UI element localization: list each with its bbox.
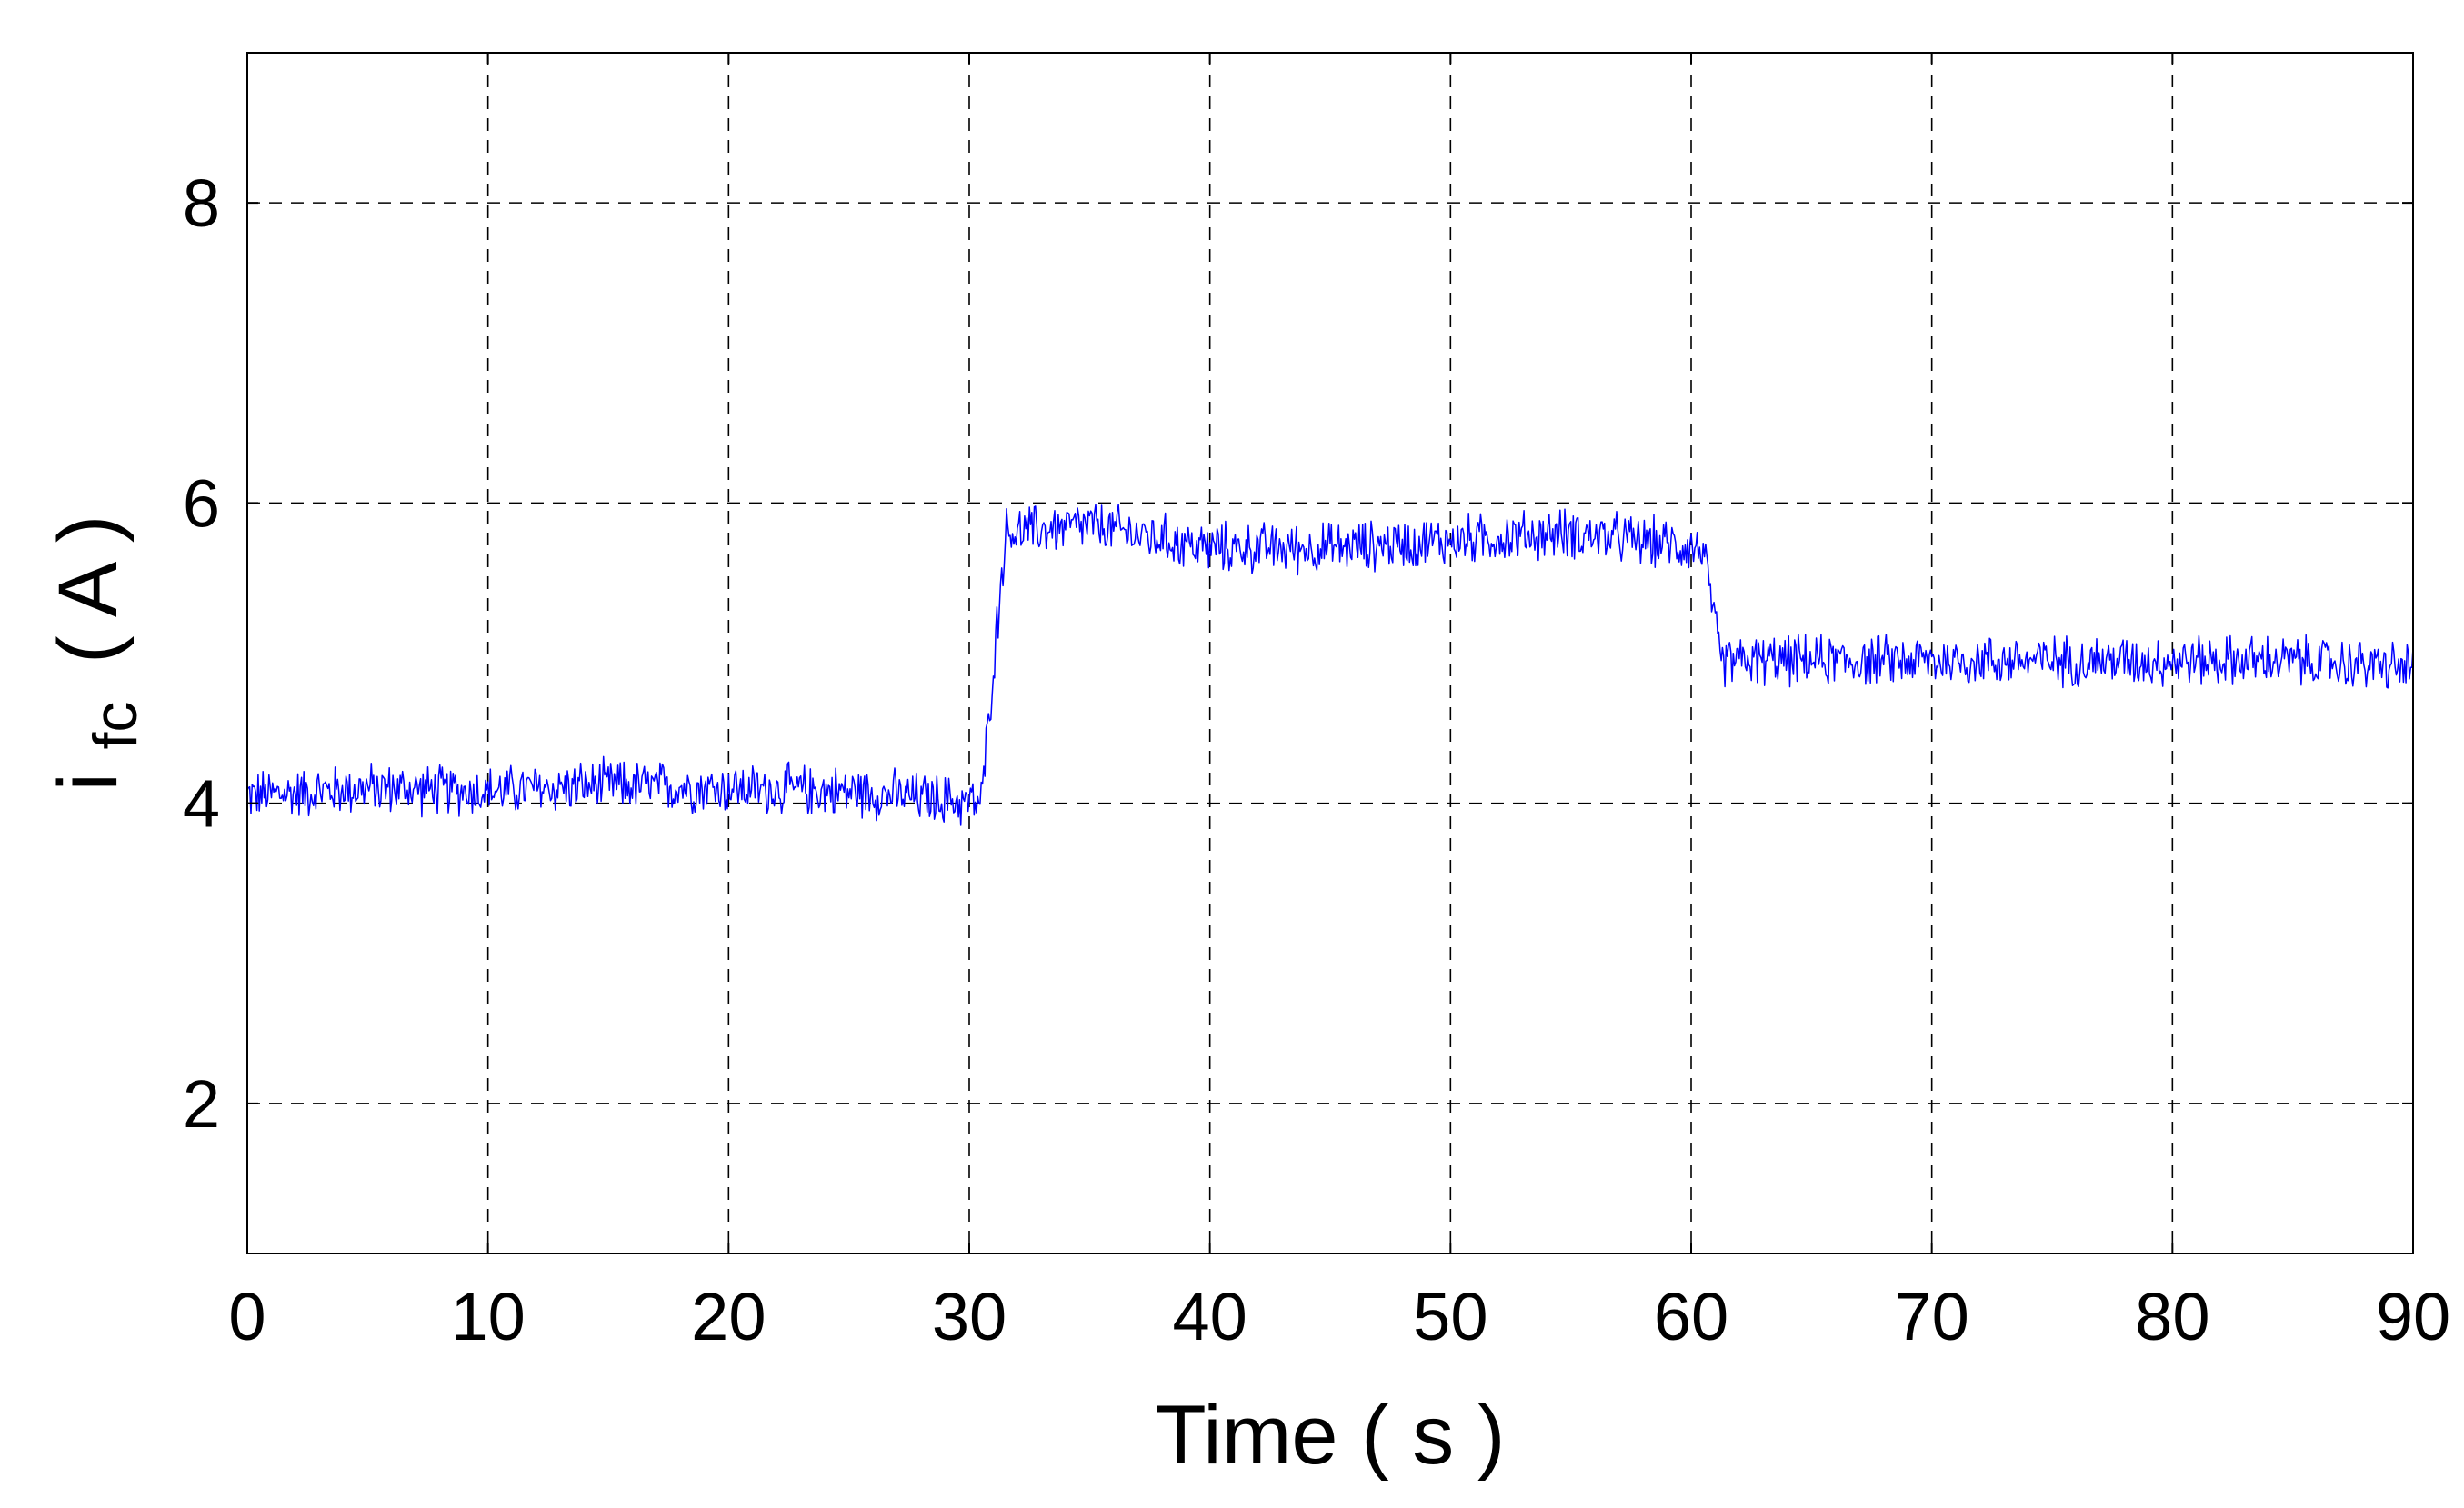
x-tick-label: 60 [1654, 1279, 1728, 1354]
axes-frame [246, 52, 2414, 1254]
y-tick-label: 6 [183, 465, 220, 541]
x-tick-label: 50 [1413, 1279, 1487, 1354]
x-tick-label: 90 [2376, 1279, 2450, 1354]
y-axis-title-suffix: ( A ) [42, 514, 135, 664]
y-axis-title-main: i [42, 773, 135, 791]
plot-area [246, 504, 2414, 826]
grid-lines [247, 53, 2413, 1253]
y-tick-label: 8 [183, 165, 220, 241]
x-tick-label: 10 [451, 1279, 526, 1354]
x-tick-label: 30 [932, 1279, 1007, 1354]
x-tick-label: 70 [1895, 1279, 1969, 1354]
x-tick-labels: 0 10 20 30 40 50 60 70 80 90 [228, 1279, 2450, 1354]
y-tick-label: 4 [183, 766, 220, 842]
tick-marks [246, 53, 2414, 1253]
x-tick-label: 20 [691, 1279, 766, 1354]
x-tick-label: 0 [228, 1279, 265, 1354]
x-tick-label: 40 [1173, 1279, 1247, 1354]
y-axis-title-subscript: fc [81, 702, 150, 750]
y-tick-labels: 2 4 6 8 [183, 165, 220, 1142]
y-tick-label: 2 [183, 1066, 220, 1142]
y-axis-title: i fc ( A ) [42, 514, 155, 791]
x-tick-label: 80 [2135, 1279, 2209, 1354]
x-axis-title: Time ( s ) [1156, 1389, 1506, 1482]
series-line [246, 504, 2414, 826]
